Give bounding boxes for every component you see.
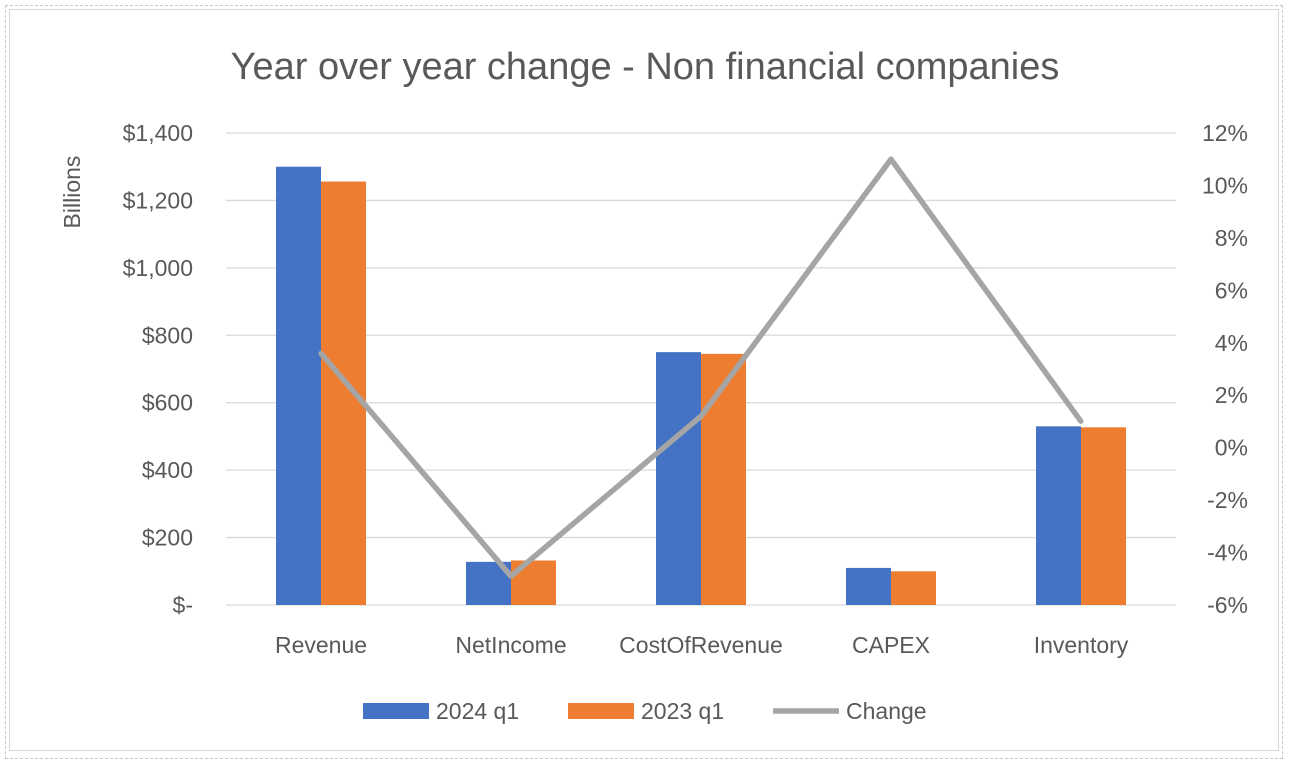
bar-2024-q1-inventory (1036, 426, 1081, 605)
bar-2024-q1-revenue (276, 166, 321, 605)
legend: 2024 q1 2023 q1 Change (363, 698, 927, 724)
legend-swatch (568, 703, 634, 719)
y-tick-label: $1,400 (123, 120, 193, 146)
category-label: CAPEX (852, 632, 930, 658)
legend-label: Change (846, 698, 927, 724)
bars (276, 166, 1126, 605)
legend-label: 2023 q1 (641, 698, 724, 724)
y-tick-label: $200 (142, 525, 193, 551)
y2-tick-label: 2% (1215, 382, 1248, 408)
y2-tick-label: -6% (1207, 592, 1248, 618)
y-axis-ticks: $- $200 $400 $600 $800 $1,000 $1,200 $1,400 (123, 120, 193, 618)
y2-tick-label: -2% (1207, 487, 1248, 513)
y-tick-label: $- (173, 592, 193, 618)
y-tick-label: $1,200 (123, 187, 193, 213)
y-tick-label: $800 (142, 322, 193, 348)
category-labels: Revenue NetIncome CostOfRevenue CAPEX Invent… (275, 632, 1129, 658)
change-point (888, 156, 894, 162)
y2-axis-ticks: -6% -4% -2% 0% 2% 4% 6% 8% 10% 12% (1202, 120, 1248, 618)
y2-tick-label: 10% (1202, 172, 1248, 198)
y-tick-label: $400 (142, 457, 193, 483)
y-tick-label: $1,000 (123, 255, 193, 281)
y2-tick-label: 4% (1215, 330, 1248, 356)
bar-2023-q1-revenue (321, 181, 366, 605)
y2-tick-label: 12% (1202, 120, 1248, 146)
y2-tick-label: 0% (1215, 435, 1248, 461)
change-point (508, 573, 514, 579)
change-point (1078, 418, 1084, 424)
category-label: Inventory (1034, 632, 1129, 658)
y2-tick-label: -4% (1207, 540, 1248, 566)
change-point (698, 413, 704, 419)
y-axis-title: Billions (59, 156, 85, 229)
category-label: NetIncome (455, 632, 566, 658)
bar-2023-q1-costofrevenue (701, 353, 746, 605)
change-line (318, 156, 1084, 579)
category-label: CostOfRevenue (619, 632, 783, 658)
legend-swatch (363, 703, 429, 719)
y2-tick-label: 6% (1215, 277, 1248, 303)
bar-2024-q1-capex (846, 567, 891, 605)
category-label: Revenue (275, 632, 367, 658)
bar-2023-q1-inventory (1081, 427, 1126, 605)
chart-title: Year over year change - Non financial co… (231, 46, 1060, 88)
legend-label: 2024 q1 (436, 698, 519, 724)
change-point (318, 350, 324, 356)
y2-tick-label: 8% (1215, 225, 1248, 251)
y-tick-label: $600 (142, 390, 193, 416)
bar-2023-q1-capex (891, 571, 936, 605)
bar-2024-q1-costofrevenue (656, 352, 701, 605)
